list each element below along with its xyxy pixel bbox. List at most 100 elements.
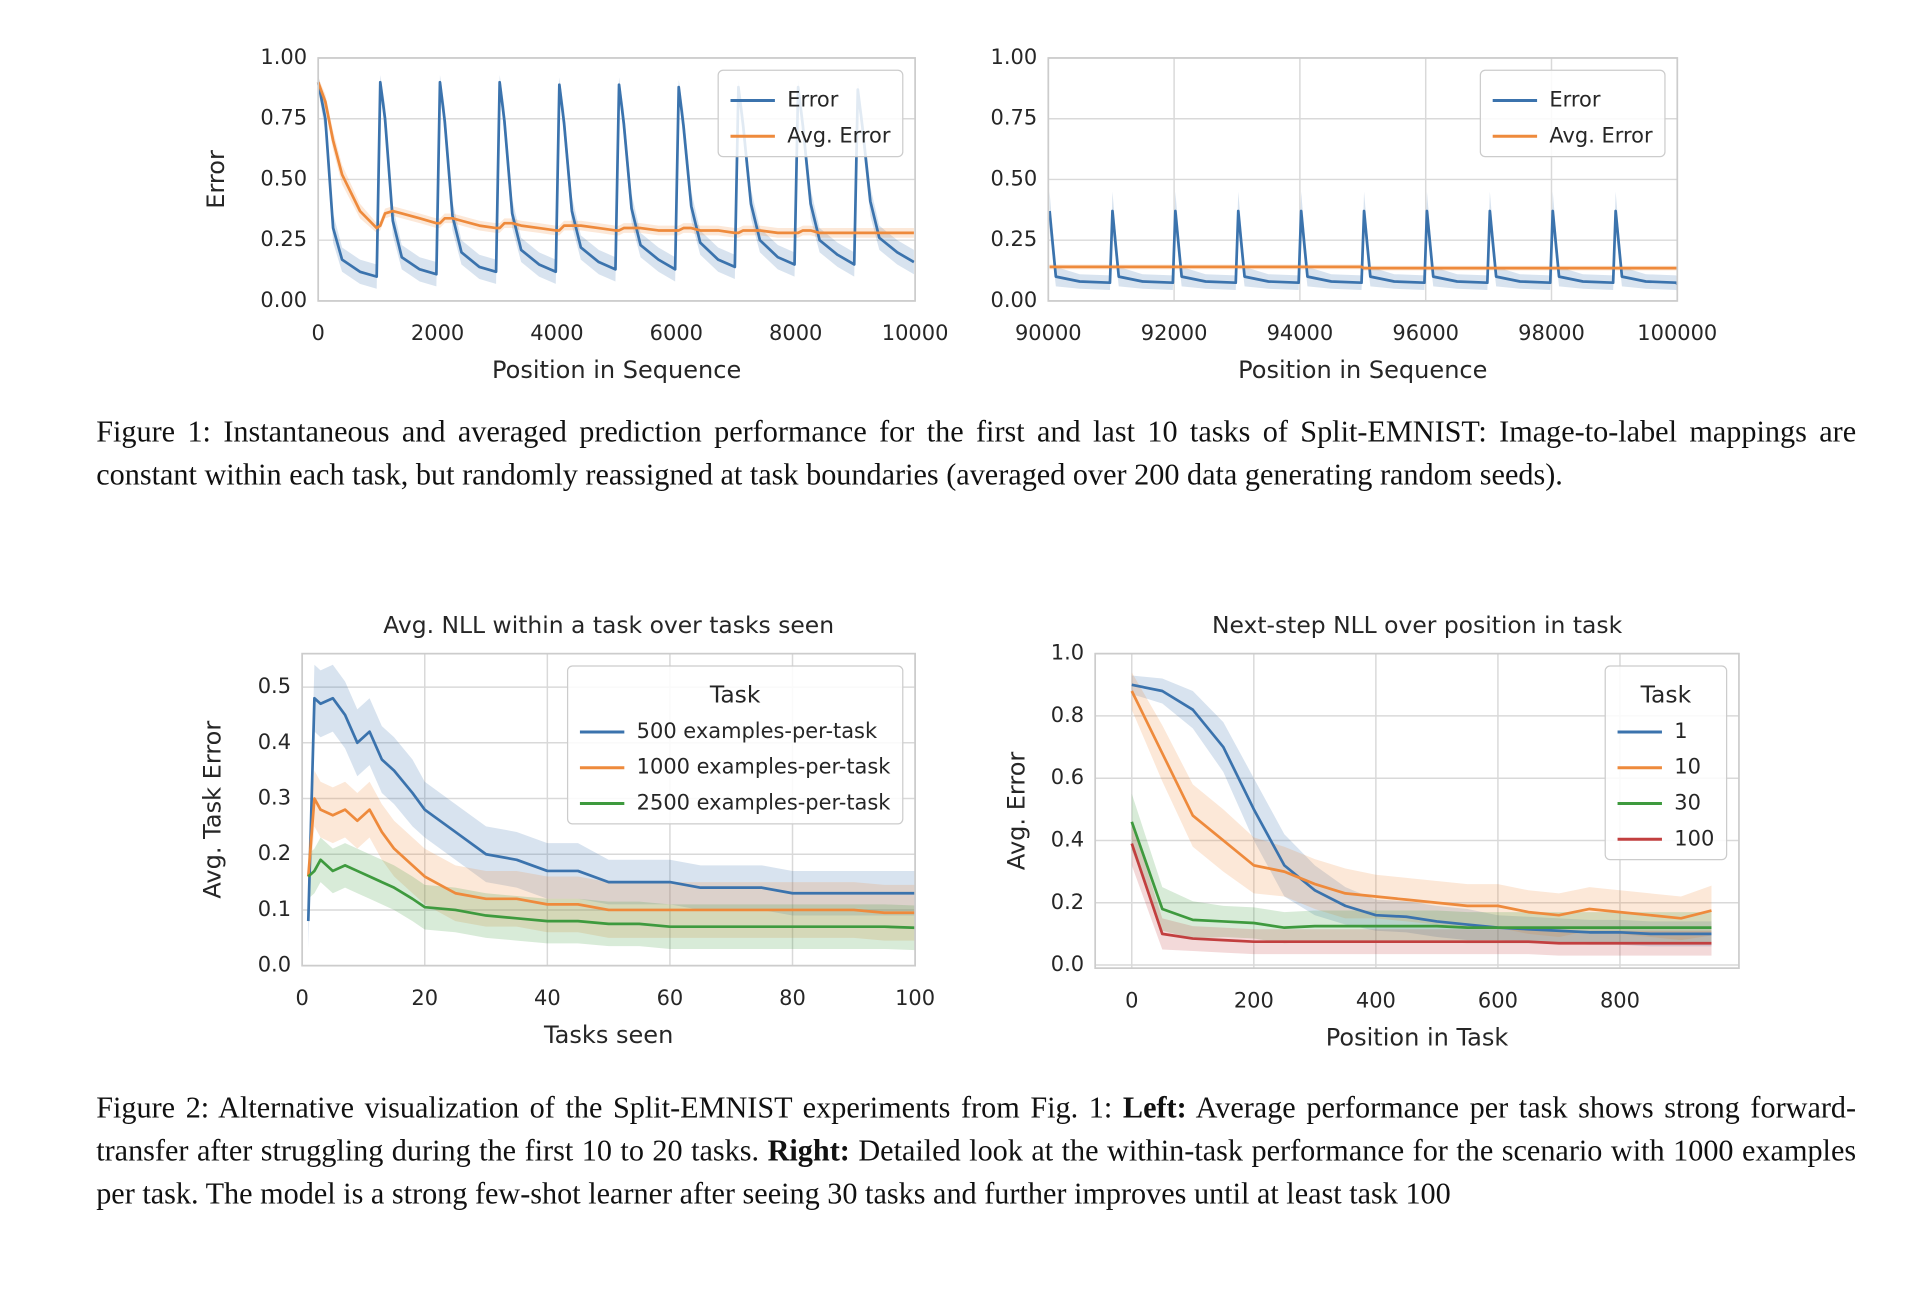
y-tick-label: 0.00 [991, 288, 1038, 312]
x-tick-label: 2000 [411, 321, 464, 345]
y-tick-label: 0.50 [260, 166, 307, 190]
x-axis-label: Position in Sequence [492, 356, 741, 384]
chart-title: Avg. NLL within a task over tasks seen [383, 611, 834, 639]
legend: Error Avg. Error [717, 69, 904, 158]
x-tick-label: 400 [1356, 988, 1396, 1012]
error-band [308, 837, 916, 951]
x-tick-label: 4000 [530, 321, 583, 345]
chart: 0.00 0.25 0.50 0.75 1.00 90000 92000 94000 96000… [991, 45, 1718, 384]
series-line [307, 858, 916, 930]
error-band [308, 770, 916, 941]
y-tick-label: 0.2 [1051, 890, 1084, 914]
legend-title: Task [709, 681, 761, 709]
legend-label: 1 [1674, 719, 1687, 743]
y-axis-label: Avg. Error [1002, 752, 1030, 870]
x-tick-label: 0 [312, 321, 325, 345]
chart: 0.00 0.25 0.50 0.75 1.00 0 2000 4000 6000 8000 100… [202, 45, 948, 384]
y-tick-label: 0.0 [1051, 952, 1084, 976]
series-line [1130, 843, 1712, 945]
legend-label: Avg. Error [1549, 123, 1653, 147]
chart: 0.0 0.2 0.4 0.6 0.8 1.0 0 200 400 600 800 Next-step… [1002, 611, 1740, 1051]
y-axis-label: Avg. Task Error [198, 721, 226, 899]
y-tick-label: 0.00 [260, 288, 307, 312]
y-tick-label: 0.4 [258, 730, 291, 754]
legend-label: 10 [1674, 755, 1701, 779]
series-line [1048, 209, 1679, 285]
y-tick-label: 0.75 [260, 106, 307, 130]
legend-title: Task [1640, 681, 1692, 709]
x-tick-label: 90000 [1015, 321, 1082, 345]
x-tick-label: 800 [1600, 988, 1640, 1012]
y-tick-label: 0.3 [258, 786, 291, 810]
y-tick-label: 0.25 [991, 227, 1038, 251]
x-tick-label: 10000 [882, 321, 949, 345]
figure-2-caption: Figure 2: Alternative visualization of t… [96, 1087, 1856, 1216]
series-line [1130, 821, 1712, 930]
legend-label: Error [1549, 88, 1600, 112]
x-tick-label: 92000 [1141, 321, 1208, 345]
y-tick-label: 0.4 [1051, 827, 1084, 851]
y-tick-label: 1.00 [991, 45, 1038, 69]
y-tick-label: 1.0 [1051, 641, 1084, 665]
series-line [1131, 683, 1712, 936]
y-tick-label: 0.75 [991, 106, 1038, 130]
plot-frame [1047, 57, 1679, 302]
chart-title: Next-step NLL over position in task [1212, 611, 1623, 639]
x-tick-label: 94000 [1267, 321, 1334, 345]
y-tick-label: 0.5 [258, 674, 291, 698]
caption-bold: Right: [767, 1134, 850, 1168]
x-tick-label: 60 [657, 986, 684, 1010]
x-tick-label: 100 [895, 986, 935, 1010]
x-tick-label: 6000 [650, 321, 703, 345]
caption-bold: Left: [1122, 1091, 1187, 1125]
x-tick-label: 98000 [1518, 321, 1585, 345]
y-tick-label: 0.50 [991, 166, 1038, 190]
y-tick-label: 0.2 [258, 841, 291, 865]
x-tick-label: 96000 [1392, 321, 1459, 345]
x-tick-label: 20 [411, 986, 438, 1010]
x-axis-label: Position in Sequence [1238, 356, 1487, 384]
plot-frame [317, 57, 916, 302]
legend-label: 1000 examples-per-task [637, 755, 892, 779]
series-line [1130, 690, 1712, 920]
legend-label: 30 [1674, 790, 1701, 814]
legend-label: 100 [1674, 826, 1714, 850]
x-tick-label: 80 [779, 986, 806, 1010]
y-tick-label: 0.0 [258, 953, 291, 977]
x-tick-label: 0 [295, 986, 308, 1010]
plot-frame [1094, 652, 1740, 970]
plot-frame [301, 652, 916, 967]
series-line [1049, 265, 1678, 270]
series-line [316, 81, 914, 235]
x-tick-label: 40 [534, 986, 561, 1010]
x-tick-label: 0 [1125, 988, 1138, 1012]
error-band [1131, 672, 1712, 941]
y-tick-label: 0.25 [260, 227, 307, 251]
x-tick-label: 600 [1478, 988, 1518, 1012]
caption-text: Average performance per task shows stron… [96, 1091, 1857, 1168]
error-band [318, 74, 914, 289]
legend-box [566, 665, 904, 825]
x-tick-label: 100000 [1637, 321, 1717, 345]
y-tick-label: 0.1 [258, 897, 291, 921]
legend: Task 1 10 30 100 [1604, 665, 1728, 861]
legend-label: Error [787, 88, 838, 112]
chart: 0.0 0.1 0.2 0.3 0.4 0.5 0 20 40 60 80 100 Avg. NLL w… [198, 611, 935, 1049]
x-axis-label: Tasks seen [543, 1021, 673, 1049]
legend: Error Avg. Error [1479, 69, 1666, 158]
legend-label: 2500 examples-per-task [637, 790, 892, 814]
y-tick-label: 0.6 [1051, 765, 1084, 789]
error-band [1131, 675, 1712, 947]
x-tick-label: 200 [1234, 988, 1274, 1012]
legend-label: Avg. Error [787, 123, 891, 147]
y-axis-label: Error [202, 150, 230, 209]
legend-label: 500 examples-per-task [637, 719, 878, 743]
y-tick-label: 0.8 [1051, 703, 1084, 727]
error-band [308, 664, 916, 949]
x-tick-label: 8000 [769, 321, 822, 345]
figure-1-caption: Figure 1: Instantaneous and averaged pre… [96, 415, 1857, 493]
caption-text: Figure 2: Alternative visualization of t… [96, 1091, 1123, 1125]
caption-text: Detailed look at the within-task perform… [96, 1134, 1857, 1212]
